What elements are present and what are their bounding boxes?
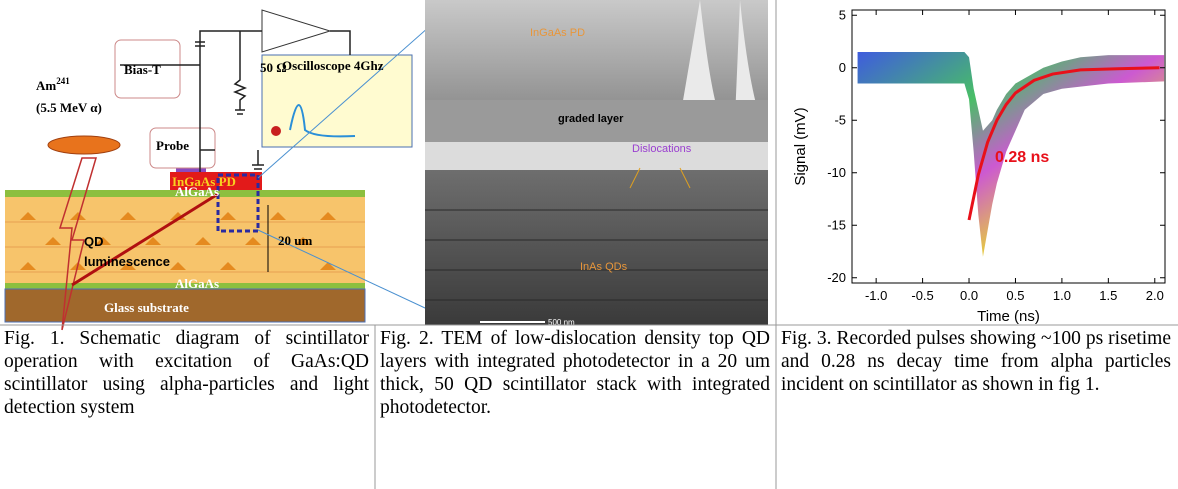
scale-label: 500 nm [548,318,575,327]
bias-t-box [114,39,181,99]
alpha-source [47,135,121,155]
x-tick-label: -1.0 [865,288,887,303]
tem-streak [680,0,760,118]
y-tick-label: -15 [827,217,846,232]
qd-lines [425,209,768,301]
oscilloscope-box [261,54,413,148]
oscilloscope-label: Oscilloscope 4Ghz [282,58,384,73]
x-tick-label: 2.0 [1146,288,1164,303]
y-tick-label: 5 [839,7,846,22]
x-tick-label: -0.5 [911,288,933,303]
contact [176,166,206,172]
y-tick-label: -5 [834,112,846,127]
pulse-icon [289,104,356,138]
zoom-lines [257,3,456,323]
zoom-box [216,173,260,233]
luminescence-arrow [71,192,219,287]
thickness-label: 20 um [278,233,312,248]
probe-box [149,127,216,169]
tem-label: graded layer [558,113,624,125]
tem-image: InGaAs PD graded layer Dislocations InAs… [425,0,768,327]
probe-label: Probe [156,138,189,153]
algaas-layer [5,283,365,289]
qd-label: QD [84,234,104,249]
algaas-label: AlGaAs [175,184,219,199]
tem-label: Dislocations [632,143,692,155]
caption: Fig. 3. Recorded pulses showing ~100 ps … [781,328,1171,395]
y-tick-label: 0 [839,60,846,75]
pulse-chart: 5 0 -5 -10 -15 -20 -1.0 -0.5 0.0 0.5 1.0 1.5 2.0 Time… [792,7,1166,325]
x-tick-label: 0.5 [1006,288,1024,303]
tem-region [425,142,768,170]
algaas-layer [5,190,365,197]
tem-label: InGaAs PD [530,27,585,39]
source-label: Am241 [36,76,70,93]
caption: Fig. 1. Schematic diagram of scintillato… [4,328,369,418]
wiring [120,30,351,172]
luminescence-label: luminescence [84,254,170,269]
alpha-energy: (5.5 MeV α) [36,100,102,115]
x-tick-label: 1.5 [1099,288,1117,303]
bias-t-label: Bias-T [124,62,161,77]
x-axis-label: Time (ns) [977,308,1040,325]
pd-label: InGaAs PD [172,174,236,189]
caption: Fig. 2. TEM of low-dislocation density t… [380,328,770,418]
tem-label: InAs QDs [580,261,628,273]
dislocation-arrows [629,167,691,189]
schematic: Am241 (5.5 MeV α) Bias-T 50 Ω Oscillosco… [4,3,456,331]
substrate-label: Glass substrate [104,300,189,315]
x-tick-label: 0.0 [960,288,978,303]
tem-region [425,100,768,142]
layer-lines [5,221,365,273]
indicator [271,126,281,136]
resistor-label: 50 Ω [260,60,287,75]
y-axis-label: Signal (mV) [792,107,809,185]
plot-frame [851,9,1166,284]
annotation: 0.28 ns [995,149,1049,166]
y-tick-label: -20 [827,270,846,285]
pulse-envelope [857,52,1165,257]
amplifier [261,9,332,53]
x-tick-label: 1.0 [1053,288,1071,303]
fit-line [967,66,1160,221]
algaas-label: AlGaAs [175,276,219,291]
y-tick-label: -10 [827,165,846,180]
tem-region [425,170,768,325]
